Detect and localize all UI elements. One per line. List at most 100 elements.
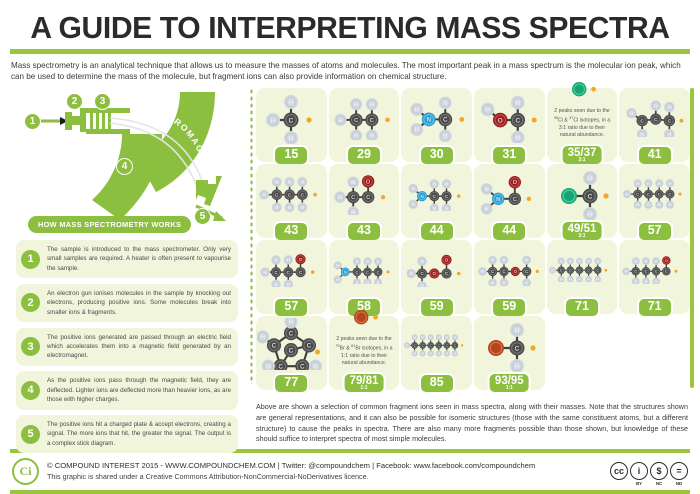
fragment-cell[interactable]: N C O H H 44 bbox=[473, 163, 545, 242]
svg-text:H: H bbox=[437, 352, 439, 356]
fragment-cell[interactable]: C C C C O H H H H H H H 71 bbox=[619, 239, 690, 318]
svg-text:H: H bbox=[486, 107, 491, 114]
atom-h: H bbox=[549, 266, 557, 274]
svg-text:C: C bbox=[647, 192, 650, 197]
atom-h: H bbox=[272, 202, 283, 212]
footer-divider bbox=[10, 448, 690, 453]
atom-o: O bbox=[508, 175, 522, 189]
atom-h: H bbox=[284, 317, 298, 328]
fragment-structure: C C C C H H H H H H H H H bbox=[619, 166, 690, 218]
fragment-cell[interactable]: C C C H H H H H 41 bbox=[619, 87, 690, 166]
svg-text:H: H bbox=[288, 180, 291, 185]
svg-text:H: H bbox=[266, 363, 270, 370]
atom-h: H bbox=[478, 267, 488, 277]
atom-h: H bbox=[350, 97, 363, 110]
fragment-structure: C C C O H H H H H bbox=[256, 242, 327, 294]
svg-text:H: H bbox=[354, 133, 358, 139]
creative-commons-badges: cc i BY $ NC = ND bbox=[610, 462, 688, 486]
atom-n: N bbox=[492, 192, 505, 205]
svg-text:C: C bbox=[516, 117, 521, 124]
fragment-cell[interactable]: 2 peaks seen due to the 79Br & 81Br isot… bbox=[328, 309, 400, 394]
atom-c: C bbox=[584, 266, 593, 274]
positive-charge-dot bbox=[536, 270, 540, 274]
cc-badge-glyph: i bbox=[637, 466, 641, 477]
fragment-cell[interactable]: C C C C C C H H H H 77 bbox=[256, 315, 327, 394]
fragment-cell[interactable]: C C C H H H H H H H 43 bbox=[256, 163, 327, 242]
atom-h: H bbox=[347, 206, 360, 216]
svg-text:C: C bbox=[366, 270, 369, 274]
atom-h: H bbox=[557, 275, 565, 283]
main-content: ELECTROMAGNET 1 2 3 4 5 HOW MASS SPECTRO… bbox=[10, 81, 694, 454]
svg-text:C: C bbox=[307, 342, 312, 349]
fragment-cell[interactable]: C O C O H H H 59 bbox=[401, 239, 472, 318]
right-green-bar bbox=[690, 87, 694, 388]
fragment-cell[interactable]: C C H H H H H 29 bbox=[328, 87, 400, 166]
svg-text:C: C bbox=[578, 268, 581, 272]
fragment-cell[interactable]: C C C C C C H H H H H H H H H H H H H 85 bbox=[401, 315, 472, 394]
atom-c: C bbox=[636, 114, 648, 127]
atom-h: H bbox=[350, 129, 363, 141]
svg-text:O: O bbox=[498, 117, 503, 124]
fragment-cell[interactable]: N C C C H H H H H H H H 58 bbox=[328, 239, 400, 318]
fragment-cell[interactable]: C C C C C H H H H H H H H H H H 71 bbox=[546, 239, 618, 318]
fragment-cell[interactable]: O C H H H 31 bbox=[473, 87, 545, 166]
svg-text:H: H bbox=[356, 259, 359, 263]
molecule-svg: C C C H H H H H bbox=[625, 100, 684, 138]
svg-text:H: H bbox=[301, 205, 304, 210]
cc-badge-sublabel: BY bbox=[635, 481, 643, 487]
svg-text:H: H bbox=[411, 202, 414, 207]
fragment-cell[interactable]: C H H 93/95 1:1 bbox=[473, 315, 545, 394]
atom-c: C bbox=[410, 342, 418, 350]
fragment-cell[interactable]: C C C C H H H H H H H H H 57 bbox=[619, 163, 690, 242]
fragment-cell[interactable]: C C O C H H H H H H H 59 bbox=[473, 239, 545, 318]
svg-text:H: H bbox=[654, 280, 657, 284]
svg-text:C: C bbox=[413, 344, 415, 348]
atom-o: O bbox=[493, 112, 508, 128]
isotope-note: 2 peaks seen due to the 35Cl & 37Cl isot… bbox=[553, 107, 611, 139]
atom-c: C bbox=[365, 112, 379, 126]
fragment-cell[interactable]: C C C O H H H H H 57 bbox=[256, 239, 327, 318]
ion-source-chamber bbox=[65, 107, 86, 132]
svg-text:C: C bbox=[287, 270, 291, 275]
svg-text:C: C bbox=[445, 271, 449, 276]
svg-text:H: H bbox=[587, 277, 590, 281]
positive-charge-dot bbox=[459, 117, 464, 123]
atom-h: H bbox=[575, 275, 583, 283]
svg-text:H: H bbox=[437, 336, 439, 340]
tube-wall-top bbox=[86, 107, 130, 113]
fragment-cell[interactable]: C C O H H H 43 bbox=[328, 163, 400, 242]
fragment-cell[interactable]: N C H H H H 30 bbox=[401, 87, 472, 166]
fragment-mass-badge: 59 bbox=[491, 297, 528, 318]
molecule-svg: C O C O H H H bbox=[406, 254, 461, 288]
svg-text:H: H bbox=[356, 280, 359, 284]
fragment-cell[interactable]: 2 peaks seen due to the 35Cl & 37Cl isot… bbox=[546, 81, 618, 166]
svg-text:O: O bbox=[366, 179, 370, 185]
step-number: 1 bbox=[21, 249, 40, 269]
step-item: 3 The positive ions generated are passed… bbox=[16, 327, 238, 366]
fragment-mass-badge: 44 bbox=[491, 221, 528, 242]
svg-text:C: C bbox=[644, 270, 647, 274]
svg-text:H: H bbox=[288, 205, 291, 210]
svg-text:C: C bbox=[515, 345, 520, 352]
svg-text:C: C bbox=[299, 270, 303, 275]
svg-text:H: H bbox=[516, 135, 521, 142]
svg-text:H: H bbox=[263, 193, 266, 198]
fragment-cell[interactable]: N C C H H H H H H 44 bbox=[401, 163, 472, 242]
mass-spectrometer-schematic: ELECTROMAGNET 1 2 3 4 5 HOW MASS SPECTRO… bbox=[10, 88, 242, 238]
atom-h: H bbox=[651, 277, 660, 284]
svg-text:H: H bbox=[667, 132, 671, 137]
svg-text:H: H bbox=[647, 181, 650, 186]
fragment-cell[interactable]: C H H H 15 bbox=[256, 87, 327, 166]
right-column: C H H H 15 C C H H H H H 29 N C H H H H 30 O C H H H 31 2 peaks se… bbox=[250, 81, 694, 443]
positive-charge-dot bbox=[306, 117, 312, 123]
step-item: 2 An electron gun ionises molecules in t… bbox=[16, 283, 238, 322]
atom-c: C bbox=[665, 189, 675, 199]
atom-h: H bbox=[594, 275, 602, 283]
fragment-cell[interactable]: C H H 49/51 3:1 bbox=[546, 163, 618, 242]
atom-h: H bbox=[373, 256, 383, 266]
svg-text:H: H bbox=[644, 260, 647, 264]
positive-charge-dot bbox=[674, 269, 678, 273]
atom-c: C bbox=[302, 337, 317, 353]
svg-text:C: C bbox=[356, 270, 359, 274]
